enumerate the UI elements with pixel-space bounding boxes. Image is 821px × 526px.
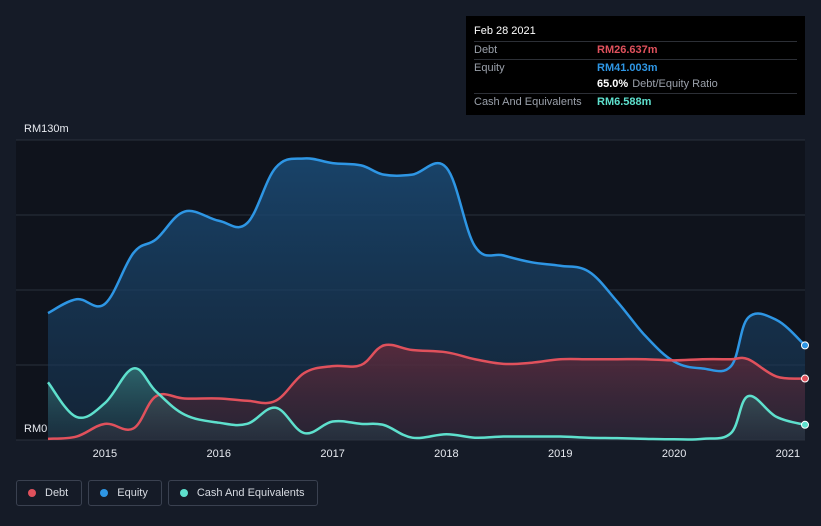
chart-legend: Debt Equity Cash And Equivalents [16,480,319,506]
x-tick-label: 2019 [548,448,572,460]
debt-endpoint [801,374,809,383]
debt-area [48,344,805,440]
x-tick-label: 2021 [776,448,800,460]
cash-and-equivalents-area [48,368,805,440]
tooltip-equity-label: Equity [474,61,505,74]
legend-item-equity[interactable]: Equity [88,480,162,506]
tooltip-ratio-value: 65.0% [597,78,629,91]
tooltip-cash-value: RM6.588m [597,95,652,108]
cash-and-equivalents-endpoint [801,420,809,429]
tooltip-equity-row: Equity RM41.003m [474,58,797,77]
x-tick-label: 2015 [93,448,117,460]
debt-dot-icon [28,489,36,497]
tooltip-debt-value: RM26.637m [597,44,658,57]
equity-dot-icon [100,489,109,497]
x-tick-label: 2017 [320,448,344,460]
x-tick-label: 2016 [207,448,231,460]
series-endpoints [801,341,809,429]
tooltip-equity-value: RM41.003m [597,61,658,74]
legend-item-cash[interactable]: Cash And Equivalents [167,480,319,506]
tooltip-ratio-row: 65.0% Debt/Equity Ratio [474,76,797,93]
tooltip-date: Feb 28 2021 [474,25,536,37]
data-tooltip: Feb 28 2021 Debt RM26.637m Equity RM41.0… [466,16,805,115]
legend-debt-label: Debt [45,487,69,499]
equity-endpoint [801,341,809,350]
series-lines [47,157,806,441]
debt-line [47,343,806,441]
tooltip-cash-label: Cash And Equivalents [474,95,582,108]
cash-and-equivalents-line [47,367,806,441]
legend-cash-label: Cash And Equivalents [196,487,305,499]
legend-item-debt[interactable]: Debt [16,480,83,506]
legend-equity-label: Equity [117,487,148,499]
tooltip-debt-label: Debt [474,44,498,57]
y-axis-top-label: RM130m [24,123,69,135]
equity-line [47,157,806,373]
x-tick-labels: 2015 2016 2017 2018 2019 2020 2021 [93,448,800,460]
cash-dot-icon [179,489,188,497]
tooltip-cash-row: Cash And Equivalents RM6.588m [474,92,797,111]
y-axis-bottom-label: RM0 [24,423,48,435]
tooltip-ratio-label: Debt/Equity Ratio [632,78,718,91]
x-tick-label: 2020 [662,448,686,460]
tooltip-debt-row: Debt RM26.637m [474,41,797,59]
series-areas [48,158,805,440]
x-tick-label: 2018 [434,448,458,460]
